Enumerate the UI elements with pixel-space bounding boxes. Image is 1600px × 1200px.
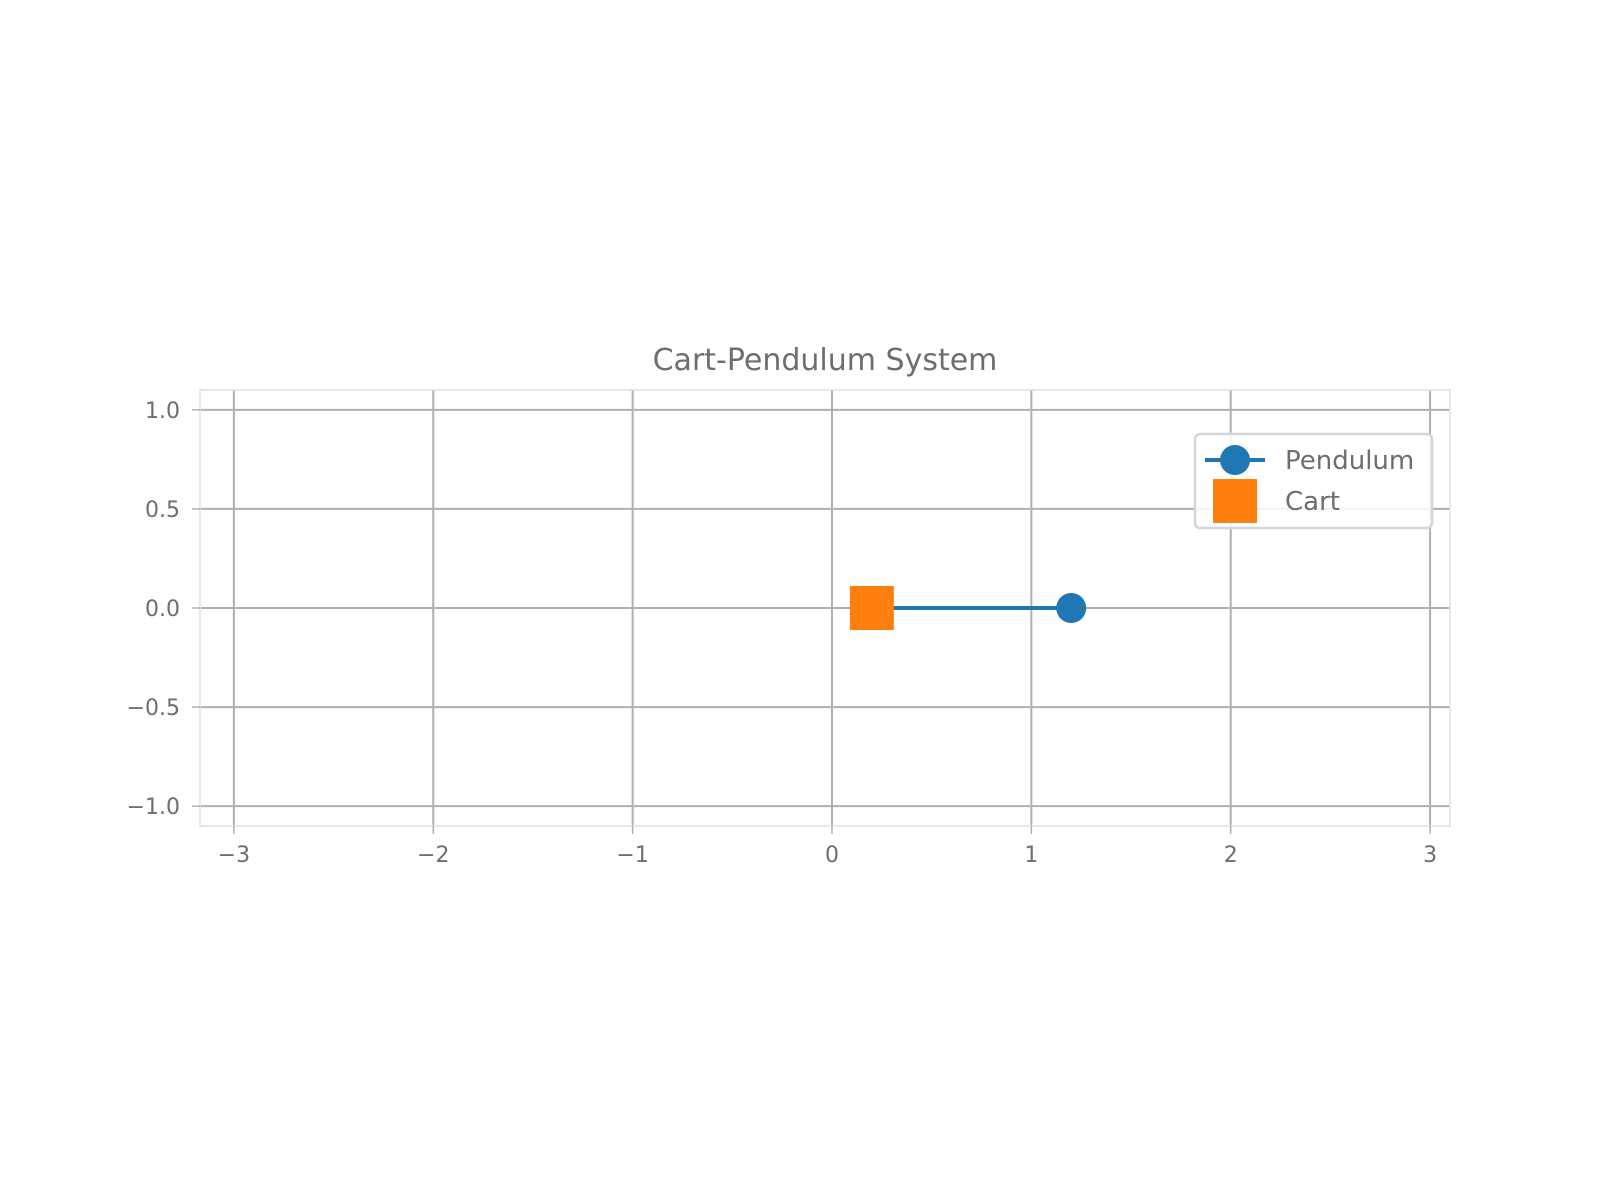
y-tick-label: −1.0 bbox=[127, 795, 180, 820]
x-tick-label: 1 bbox=[1024, 843, 1038, 868]
y-tick-label: −0.5 bbox=[127, 696, 180, 721]
pendulum-bob-marker bbox=[1056, 593, 1087, 623]
y-tick-label: 0.5 bbox=[145, 498, 180, 523]
x-tick-label: 0 bbox=[825, 843, 839, 868]
y-tick-label: 1.0 bbox=[145, 399, 180, 424]
legend-pendulum-marker bbox=[1220, 445, 1250, 475]
y-axis: 1.0 0.5 0.0 −0.5 −1.0 bbox=[127, 399, 200, 820]
legend: Pendulum Cart bbox=[1193, 432, 1434, 530]
x-tick-label: −2 bbox=[417, 843, 449, 868]
y-tick-label: 0.0 bbox=[145, 597, 180, 622]
x-tick-label: −1 bbox=[616, 843, 648, 868]
legend-cart-label: Cart bbox=[1285, 487, 1340, 517]
x-tick-label: −3 bbox=[218, 843, 250, 868]
legend-cart-marker bbox=[1213, 479, 1257, 523]
cart-marker bbox=[849, 586, 894, 630]
x-tick-label: 2 bbox=[1224, 843, 1238, 868]
chart-title: Cart-Pendulum System bbox=[653, 343, 998, 378]
plot-area bbox=[849, 586, 1087, 630]
x-axis: −3 −2 −1 0 1 2 3 bbox=[218, 826, 1437, 868]
legend-pendulum-label: Pendulum bbox=[1285, 446, 1414, 476]
x-tick-label: 3 bbox=[1423, 843, 1437, 868]
